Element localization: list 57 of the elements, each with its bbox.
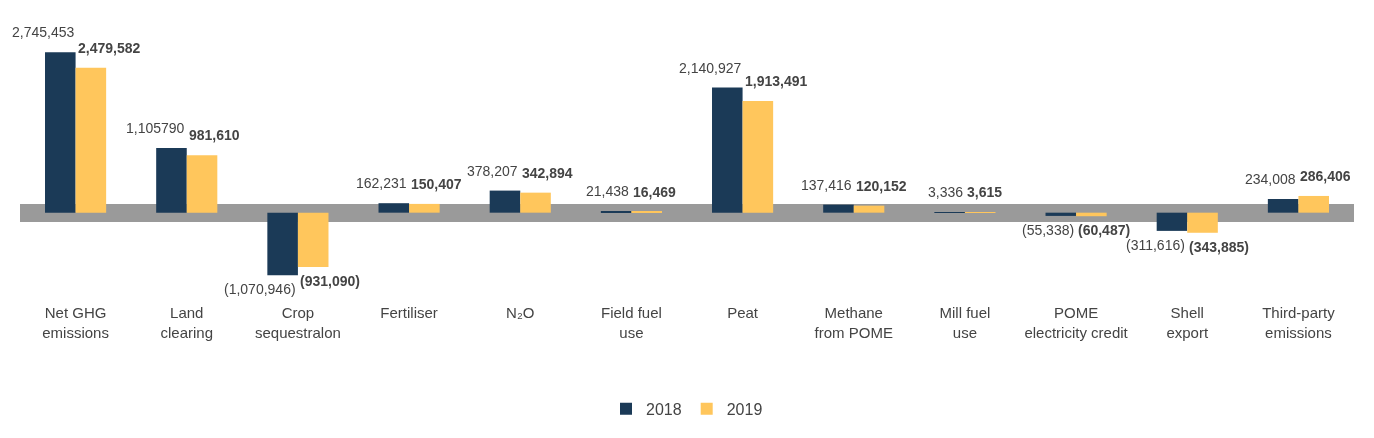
data-label: 2,140,927 (679, 60, 742, 76)
data-label: 1,913,491 (745, 73, 808, 89)
data-label: 234,008 (1245, 171, 1296, 187)
x-tick-label: Peat (727, 304, 759, 321)
bar (1045, 212, 1077, 216)
x-tick-label: Land clearing (160, 304, 214, 341)
bar (297, 212, 329, 268)
x-tick-label: Mill fuel use (939, 304, 991, 341)
data-label: 137,416 (801, 177, 852, 193)
x-tick-label: Shell export (1166, 304, 1209, 341)
data-label: 150,407 (411, 176, 462, 192)
data-label: 2,745,453 (12, 24, 75, 40)
data-label: 21,438 (586, 183, 630, 199)
bar (520, 192, 551, 213)
bar (489, 190, 521, 213)
x-tick-label: Methane from POME (814, 304, 893, 341)
bar (1298, 195, 1329, 213)
legend-label: 2019 (726, 400, 763, 418)
x-tick-label: N₂O (506, 304, 535, 321)
bar (45, 52, 76, 213)
x-tick-label: POME electricity credit (1024, 304, 1129, 341)
data-label: (60,487) (1078, 222, 1131, 238)
bar (853, 205, 885, 213)
data-label: 342,894 (522, 165, 573, 181)
bar (75, 67, 107, 213)
bar (712, 87, 743, 213)
data-label: (931,090) (300, 273, 360, 289)
data-label: 162,231 (356, 175, 407, 191)
data-label: (343,885) (1189, 239, 1249, 255)
x-tick-label: Third-party emissions (1262, 304, 1336, 341)
data-label: 378,207 (467, 163, 518, 179)
legend-label: 2018 (646, 400, 682, 418)
x-tick-label: Field fuel use (600, 304, 662, 341)
data-label: 3,615 (967, 184, 1003, 200)
data-label: 1,105790 (126, 120, 185, 136)
data-label: 16,469 (633, 184, 677, 200)
bar (267, 212, 298, 276)
bar (186, 155, 218, 213)
x-tick-label: Fertiliser (380, 304, 438, 321)
bar (156, 148, 187, 213)
data-label: (55,338) (1022, 222, 1075, 238)
data-label: 286,406 (1300, 168, 1351, 184)
x-tick-label: Net GHG emissions (42, 304, 109, 341)
bar (378, 203, 410, 213)
data-label: 120,152 (856, 178, 907, 194)
data-label: 3,336 (928, 184, 964, 200)
data-label: (1,070,946) (224, 281, 296, 297)
bar (742, 100, 774, 213)
data-label: 981,610 (189, 127, 240, 143)
bar (1156, 212, 1188, 231)
data-label: 2,479,582 (78, 40, 141, 56)
x-tick-label: Crop sequestralon (254, 304, 341, 341)
bar (1187, 212, 1218, 233)
bar (1267, 199, 1299, 213)
bar (823, 204, 854, 213)
bar (409, 203, 440, 213)
data-label: (311,616) (1126, 237, 1185, 253)
